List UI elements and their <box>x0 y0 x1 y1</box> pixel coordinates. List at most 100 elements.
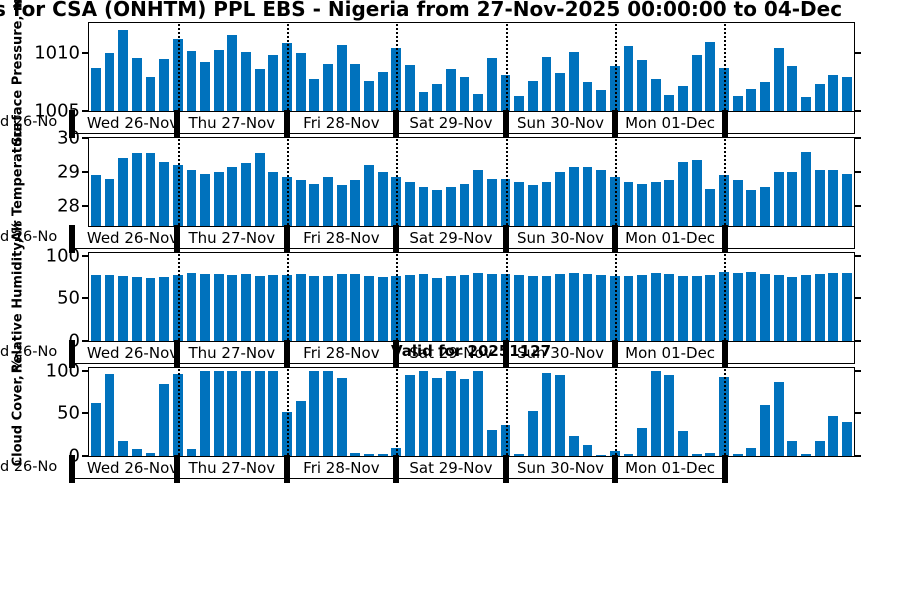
cloud-cover-bar-25 <box>432 377 443 456</box>
day-separator-bar <box>721 225 728 253</box>
bar-slot <box>362 253 376 341</box>
surface-pressure-bar-11 <box>241 51 251 111</box>
relative-humidity-bar-47 <box>732 272 743 341</box>
bar-slot <box>690 23 704 111</box>
bar-slot <box>308 368 322 456</box>
surface-pressure-bar-33 <box>541 56 552 111</box>
day-separator-bar <box>612 225 619 253</box>
bar-slot <box>308 253 322 341</box>
bar-slot <box>198 138 212 226</box>
relative-humidity-bar-14 <box>282 274 292 341</box>
bar-slot <box>813 138 827 226</box>
bars-cloud-cover <box>89 368 854 456</box>
cloud-cover-bar-38 <box>609 450 620 456</box>
relative-humidity-bar-1 <box>104 274 115 341</box>
bar-slot <box>430 253 444 341</box>
bar-slot <box>335 368 349 456</box>
bar-slot <box>813 253 827 341</box>
surface-pressure-bar-53 <box>814 84 825 111</box>
surface-pressure-bar-45 <box>705 41 716 111</box>
day-label: Sun 30-Nov <box>516 114 605 132</box>
bar-slot <box>335 138 349 226</box>
bar-slot <box>731 368 745 456</box>
bar-slot <box>389 368 403 456</box>
bar-slot <box>130 138 144 226</box>
valid-for-annotation: Valid for 20251127 <box>390 342 552 360</box>
bar-slot <box>512 138 526 226</box>
surface-pressure-bar-30 <box>500 75 511 111</box>
surface-pressure-bar-5 <box>159 58 170 111</box>
axes-air-temperature: 28 29 30 <box>57 128 861 227</box>
ytick-label: 28 <box>57 195 80 217</box>
air-temperature-bar-18 <box>336 185 347 226</box>
bar-slot <box>813 368 827 456</box>
bar-slot <box>89 368 103 456</box>
bar-slot <box>717 138 731 226</box>
cloud-cover-bar-19 <box>350 452 361 456</box>
surface-pressure-bar-26 <box>445 69 456 111</box>
day-row-relative-humidity: Wed 26-Nov Thu 27-Nov Fri 28-Nov Sat 29-Nov… <box>69 340 855 368</box>
bar-slot <box>239 368 253 456</box>
day-separator-bar <box>502 455 509 483</box>
axes-relative-humidity: 050100 <box>46 245 861 352</box>
day-separator-bar <box>283 340 290 368</box>
cloud-cover-bar-3 <box>131 449 142 456</box>
cloud-cover-bar-5 <box>159 383 170 456</box>
day-label: Wed 26-Nov <box>86 459 179 477</box>
ytick-left <box>82 204 88 207</box>
relative-humidity-bar-54 <box>828 272 839 341</box>
day-separator-bar <box>393 225 400 253</box>
midnight-gridline <box>505 139 508 225</box>
air-temperature-bar-45 <box>705 188 716 226</box>
midnight-gridline <box>287 369 290 455</box>
surface-pressure-bar-2 <box>118 29 129 111</box>
bar-slot <box>512 253 526 341</box>
bar-slot <box>649 368 663 456</box>
ytick-right <box>855 52 861 55</box>
air-temperature-bar-31 <box>514 182 525 226</box>
ytick-left <box>82 412 88 415</box>
relative-humidity-bar-11 <box>241 273 251 341</box>
bar-slot <box>553 368 567 456</box>
bar-slot <box>540 23 554 111</box>
surface-pressure-bar-52 <box>801 97 811 111</box>
air-temperature-bar-43 <box>678 161 688 226</box>
cloud-cover-bar-8 <box>200 370 210 456</box>
bar-slot <box>212 138 226 226</box>
cloud-cover-bar-42 <box>664 375 675 456</box>
air-temperature-bar-0 <box>90 175 101 226</box>
bar-slot <box>772 253 786 341</box>
midnight-gridline <box>396 369 399 455</box>
day-separator-bar <box>721 340 728 368</box>
surface-pressure-bar-35 <box>568 51 579 111</box>
bar-slot <box>826 253 840 341</box>
air-temperature-bar-37 <box>596 170 607 226</box>
bar-slot <box>649 253 663 341</box>
surface-pressure-bar-15 <box>295 53 306 111</box>
relative-humidity-bar-49 <box>760 273 770 341</box>
surface-pressure-bar-50 <box>773 48 784 111</box>
bar-slot <box>499 23 513 111</box>
bar-slot <box>280 23 294 111</box>
relative-humidity-bar-17 <box>323 275 333 341</box>
day-label: Sun 30-Nov <box>516 229 605 247</box>
cloud-cover-bar-20 <box>364 454 374 456</box>
surface-pressure-bar-34 <box>555 72 566 111</box>
day-row-air-temperature: Wed 26-Nov Thu 27-Nov Fri 28-Nov Sat 29-Nov… <box>69 225 855 253</box>
relative-humidity-bar-53 <box>814 273 825 341</box>
bar-slot <box>458 23 472 111</box>
day-label: Sun 30-Nov <box>516 344 605 362</box>
midnight-gridline <box>177 24 180 110</box>
bar-slot <box>471 253 485 341</box>
day-label: Fri 28-Nov <box>303 229 380 247</box>
day-separator-bar <box>174 225 181 253</box>
axes-surface-pressure: 1005 1010 <box>34 22 861 122</box>
air-temperature-bar-39 <box>623 182 634 226</box>
bar-slot <box>745 253 759 341</box>
surface-pressure-bar-10 <box>227 34 238 111</box>
bar-slot <box>635 23 649 111</box>
bar-slot <box>540 138 554 226</box>
surface-pressure-bar-29 <box>486 57 497 111</box>
air-temperature-bar-4 <box>145 153 156 226</box>
